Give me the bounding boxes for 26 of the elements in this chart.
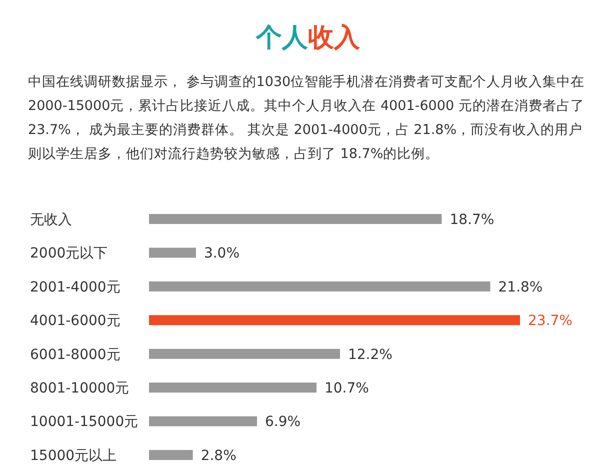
bar xyxy=(149,315,520,326)
data-label: 10.7% xyxy=(324,380,369,396)
y-tick-label: 8001-10000元 xyxy=(30,380,130,396)
data-label: 6.9% xyxy=(265,414,301,430)
y-tick-label: 6001-8000元 xyxy=(30,346,120,363)
bar xyxy=(149,450,193,460)
bar xyxy=(149,416,258,426)
bar xyxy=(149,382,316,393)
bar xyxy=(149,348,340,359)
y-tick-label: 4001-6000元 xyxy=(30,313,120,330)
bar xyxy=(149,281,490,292)
bar xyxy=(149,248,196,258)
chart-title: 个人收入 xyxy=(255,23,361,53)
y-tick-label: 10001-15000元 xyxy=(30,414,138,430)
y-tick-label: 2000元以下 xyxy=(30,246,108,262)
data-label: 12.2% xyxy=(348,346,392,363)
y-tick-label: 2001-4000元 xyxy=(30,279,120,296)
chart-subtitle: 中国在线调研数据显示， 参与调查的1030位智能手机潜在消费者可支配个人月收入集中在2000-15000元，累计占比接近八成。其中个人月收入在 4001-6000 元的潜在消费者占了 23.7%， 成为最主要的消费群体。 其次是 2001-4000元，占 21.8%，而没有收入的用户则以学生居多，他们对流行趋势较为敏感，占到了 18.7%的比例。 xyxy=(28,73,586,164)
data-label: 21.8% xyxy=(498,279,543,296)
y-tick-label: 无收入 xyxy=(30,212,72,228)
data-label: 2.8% xyxy=(200,448,236,464)
data-label: 23.7% xyxy=(528,313,572,330)
y-tick-label: 15000元以上 xyxy=(30,448,117,464)
bar xyxy=(149,214,442,224)
data-label: 18.7% xyxy=(450,212,494,228)
data-label: 3.0% xyxy=(204,246,240,262)
